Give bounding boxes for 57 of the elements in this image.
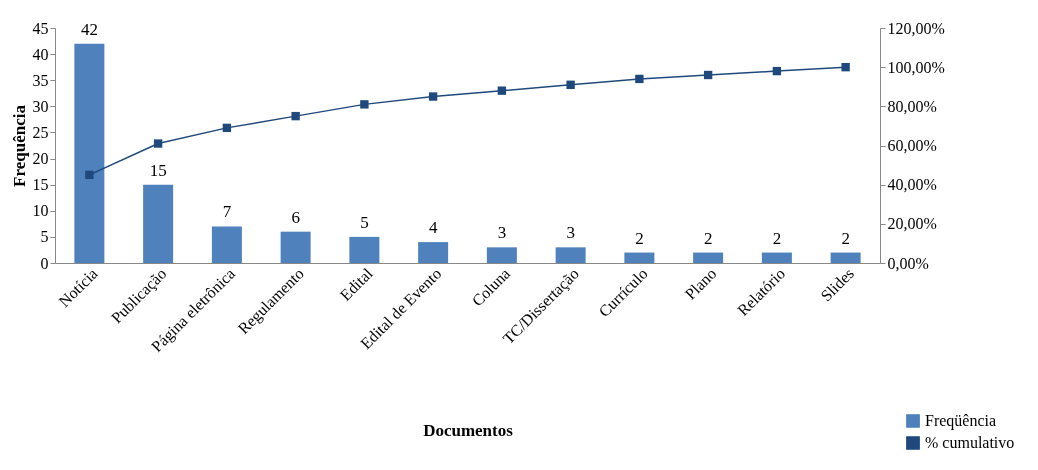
bar	[761, 252, 792, 263]
data-label: 7	[222, 202, 232, 222]
y-tick-label: 15	[32, 176, 49, 194]
data-label: 3	[566, 223, 575, 243]
data-label: 6	[291, 207, 300, 227]
legend-label: Freqüência	[925, 412, 997, 430]
data-label: 2	[772, 228, 782, 248]
bar	[74, 43, 105, 263]
y-tick-label: 30	[32, 97, 49, 115]
data-label: 42	[80, 19, 98, 39]
legend-label: % cumulativo	[925, 434, 1015, 451]
point	[428, 92, 438, 101]
y-tick-label: 35	[32, 71, 49, 89]
point	[85, 170, 94, 180]
y-tick-label: 40	[32, 45, 49, 63]
y-tick-label: 45	[32, 19, 49, 37]
data-label: 2	[841, 228, 850, 248]
bar	[280, 231, 311, 263]
y-tick-label: 5	[40, 228, 49, 246]
y-tick-label: 25	[32, 123, 49, 141]
point	[635, 74, 644, 84]
bar	[486, 247, 517, 263]
bar	[555, 247, 586, 263]
data-label: 5	[360, 212, 369, 232]
point	[566, 80, 575, 89]
data-label: 2	[635, 228, 644, 248]
data-label: 3	[497, 223, 507, 243]
point	[841, 62, 850, 72]
point	[153, 139, 163, 148]
y2-tick-label: 100,00%	[887, 58, 945, 76]
y-tick-label: 0	[40, 254, 49, 272]
bar	[624, 252, 655, 263]
bar	[349, 236, 380, 263]
y2-tick-label: 40,00%	[887, 176, 937, 194]
bar	[143, 184, 174, 263]
data-label: 4	[428, 218, 438, 238]
y2-tick-label: 80,00%	[887, 97, 937, 115]
y-tick-label: 10	[32, 202, 49, 220]
bar	[418, 242, 449, 263]
y2-tick-label: 60,00%	[887, 137, 937, 154]
point	[772, 66, 782, 76]
y2-tick-label: 20,00%	[887, 215, 937, 233]
data-label: 15	[149, 160, 167, 180]
x-axis-title: Documentos	[423, 421, 514, 441]
point	[703, 70, 713, 80]
data-label: 2	[703, 228, 713, 248]
y-axis-title: Frequência	[9, 104, 29, 187]
bar	[211, 226, 242, 263]
point	[291, 111, 300, 121]
point	[497, 86, 507, 95]
y-tick-label: 20	[32, 150, 49, 168]
bar	[830, 252, 861, 263]
point	[360, 100, 369, 109]
bar	[693, 252, 724, 263]
point	[222, 123, 232, 133]
y2-tick-label: 120,00%	[887, 19, 945, 37]
y2-tick-label: 0,00%	[887, 254, 929, 272]
